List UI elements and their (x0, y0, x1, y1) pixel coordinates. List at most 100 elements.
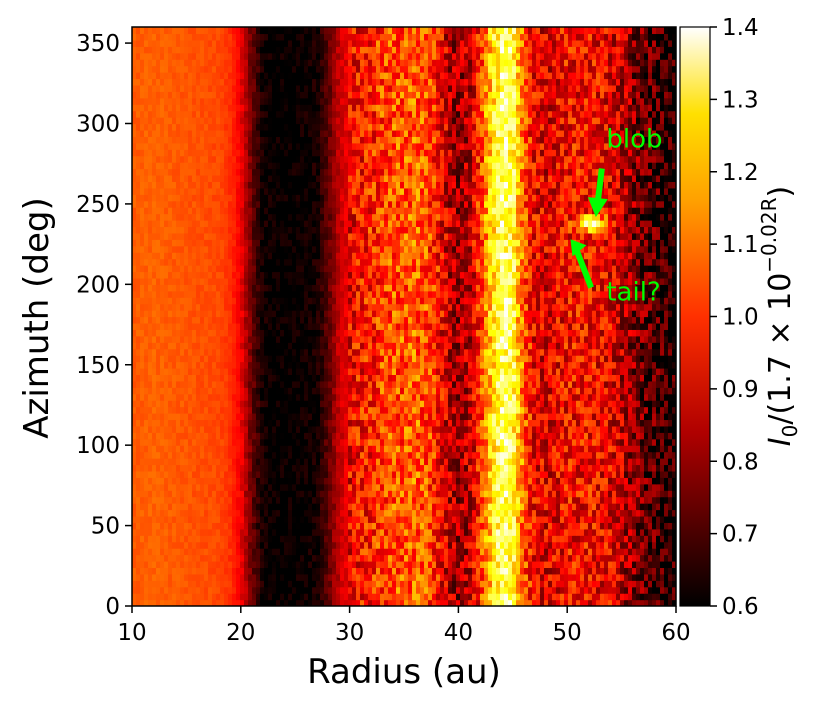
heatmap-cell (400, 554, 405, 562)
heatmap-cell (252, 593, 257, 601)
heatmap-cell (432, 586, 437, 594)
heatmap-cell (424, 496, 429, 504)
heatmap-cell (208, 554, 213, 562)
heatmap-cell (408, 374, 413, 382)
heatmap-cell (472, 438, 477, 446)
heatmap-cell (204, 522, 209, 530)
heatmap-cell (416, 380, 421, 388)
heatmap-cell (428, 413, 433, 421)
heatmap-cell (248, 528, 253, 536)
heatmap-cell (656, 445, 661, 453)
heatmap-cell (608, 593, 613, 601)
heatmap-cell (612, 490, 617, 498)
heatmap-cell (400, 490, 405, 498)
heatmap-cell (220, 470, 225, 478)
heatmap-cell (512, 522, 517, 530)
heatmap-cell (388, 560, 393, 568)
heatmap-cell (216, 451, 221, 459)
heatmap-cell (632, 593, 637, 601)
heatmap-cell (616, 451, 621, 459)
heatmap-cell (140, 599, 145, 606)
heatmap-cell (408, 419, 413, 427)
heatmap-cell (580, 528, 585, 536)
heatmap-cell (564, 387, 569, 395)
heatmap-cell (560, 419, 565, 427)
heatmap-cell (320, 535, 325, 543)
heatmap-cell (360, 451, 365, 459)
heatmap-cell (352, 567, 357, 575)
heatmap-cell (252, 541, 257, 549)
heatmap-cell (164, 593, 169, 601)
heatmap-cell (240, 567, 245, 575)
heatmap-cell (432, 477, 437, 485)
heatmap-cell (380, 438, 385, 446)
heatmap-cell (368, 522, 373, 530)
heatmap-cell (612, 541, 617, 549)
heatmap-cell (440, 554, 445, 562)
heatmap-cell (336, 425, 341, 433)
heatmap-cell (528, 380, 533, 388)
heatmap-cell (284, 599, 289, 606)
heatmap-cell (588, 451, 593, 459)
heatmap-cell (496, 458, 501, 466)
heatmap-cell (508, 451, 513, 459)
heatmap-cell (276, 515, 281, 523)
heatmap-cell (300, 451, 305, 459)
heatmap-cell (184, 470, 189, 478)
heatmap-cell (232, 515, 237, 523)
heatmap-cell (208, 380, 213, 388)
heatmap-cell (500, 548, 505, 556)
heatmap-cell (392, 554, 397, 562)
heatmap-cell (504, 522, 509, 530)
heatmap-cell (140, 438, 145, 446)
heatmap-cell (484, 541, 489, 549)
heatmap-cell (232, 554, 237, 562)
heatmap-cell (432, 458, 437, 466)
heatmap-cell (224, 477, 229, 485)
heatmap-cell (192, 470, 197, 478)
heatmap-cell (492, 367, 497, 375)
heatmap-cell (192, 509, 197, 517)
heatmap-cell (276, 458, 281, 466)
heatmap-cell (596, 503, 601, 511)
heatmap-cell (664, 554, 669, 562)
heatmap-cell (268, 541, 273, 549)
heatmap-cell (536, 445, 541, 453)
heatmap-cell (568, 580, 573, 588)
heatmap-cell (484, 599, 489, 606)
heatmap-cell (184, 438, 189, 446)
heatmap-cell (452, 438, 457, 446)
heatmap-cell (352, 586, 357, 594)
heatmap-cell (280, 560, 285, 568)
heatmap-cell (664, 541, 669, 549)
heatmap-cell (236, 400, 241, 408)
heatmap-cell (480, 483, 485, 491)
heatmap-cell (176, 483, 181, 491)
heatmap-cell (576, 432, 581, 440)
heatmap-cell (632, 599, 637, 606)
heatmap-cell (204, 438, 209, 446)
heatmap-cell (412, 451, 417, 459)
heatmap-cell (520, 425, 525, 433)
heatmap-cell (652, 451, 657, 459)
heatmap-cell (332, 509, 337, 517)
heatmap-cell (160, 425, 165, 433)
heatmap-cell (548, 567, 553, 575)
heatmap-cell (264, 458, 269, 466)
heatmap-cell (656, 470, 661, 478)
heatmap-cell (464, 586, 469, 594)
heatmap-cell (216, 554, 221, 562)
heatmap-cell (604, 528, 609, 536)
heatmap-cell (452, 374, 457, 382)
heatmap-cell (144, 380, 149, 388)
heatmap-cell (428, 367, 433, 375)
heatmap-cell (328, 419, 333, 427)
heatmap-cell (224, 470, 229, 478)
heatmap-cell (272, 503, 277, 511)
heatmap-cell (244, 509, 249, 517)
heatmap-cell (148, 393, 153, 401)
heatmap-cell (448, 541, 453, 549)
heatmap-cell (184, 586, 189, 594)
heatmap-cell (612, 477, 617, 485)
heatmap-cell (348, 509, 353, 517)
